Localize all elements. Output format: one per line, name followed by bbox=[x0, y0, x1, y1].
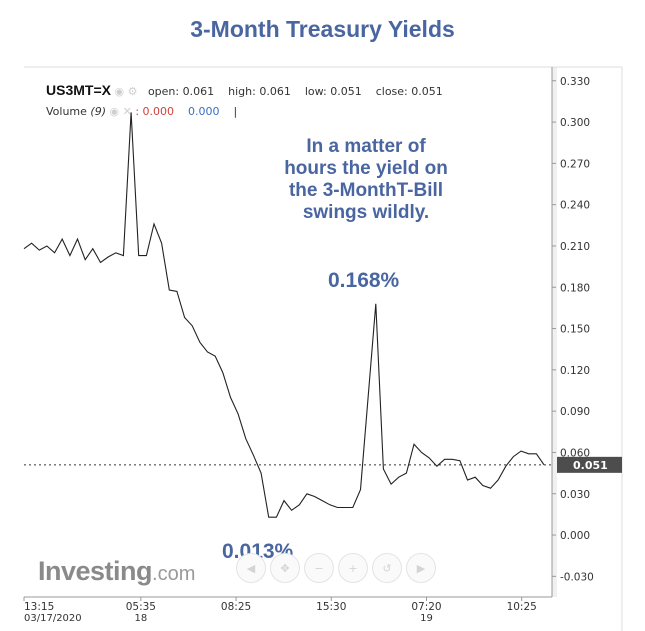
zoom-in-icon[interactable]: + bbox=[338, 553, 368, 583]
y-tick-label: 0.330 bbox=[560, 76, 590, 88]
reset-icon[interactable]: ↺ bbox=[372, 553, 402, 583]
logo-suffix: .com bbox=[152, 563, 196, 585]
cursor-mark: | bbox=[233, 105, 238, 118]
close-value: 0.051 bbox=[411, 85, 443, 98]
y-tick-label: 0.270 bbox=[560, 158, 590, 170]
x-tick-label: 07:20 bbox=[411, 601, 441, 613]
y-tick-label: 0.090 bbox=[560, 406, 590, 418]
y-axis[interactable]: 0.330 0.300 0.270 0.240 0.210 0.180 0.150 0.120… bbox=[552, 76, 594, 584]
y-tick-label: 0.240 bbox=[560, 200, 590, 212]
note-line: In a matter of bbox=[306, 136, 426, 157]
move-icon[interactable]: ✥ bbox=[270, 553, 300, 583]
x-tick-label: 15:30 bbox=[316, 601, 346, 613]
page-title: 3-Month Treasury Yields bbox=[190, 16, 455, 42]
x-tick-label: 08:25 bbox=[221, 601, 251, 613]
high-label: high: bbox=[228, 85, 256, 98]
last-price-label: 0.051 bbox=[573, 459, 608, 472]
y-tick-label: -0.030 bbox=[560, 571, 594, 583]
low-label: low: bbox=[304, 85, 327, 98]
high-value: 0.061 bbox=[259, 85, 291, 98]
eye-icon[interactable]: ◉ bbox=[109, 105, 120, 118]
scroll-left-icon[interactable]: ◀ bbox=[236, 553, 266, 583]
y-tick-label: 0.150 bbox=[560, 324, 590, 336]
close-label: close: bbox=[375, 85, 408, 98]
y-tick-label: 0.180 bbox=[560, 282, 590, 294]
scroll-right-icon[interactable]: ▶ bbox=[406, 553, 436, 583]
x-tick-label: 05:35 bbox=[126, 601, 156, 613]
y-tick-label: 0.030 bbox=[560, 489, 590, 501]
investing-logo: Investing.com bbox=[38, 556, 195, 587]
last-price-box bbox=[557, 456, 622, 473]
volume-label: Volume bbox=[46, 105, 87, 118]
x-tick-sublabel: 03/17/2020 bbox=[24, 613, 82, 624]
note-line: the 3-MonthT-Bill bbox=[288, 180, 444, 201]
price-scale-hatch bbox=[552, 67, 557, 597]
peak-annotation: 0.168% bbox=[328, 269, 400, 292]
x-tick-label: 10:25 bbox=[507, 601, 537, 613]
symbol-label: US3MT=X bbox=[46, 82, 111, 98]
close-icon[interactable]: ✕ bbox=[122, 105, 132, 118]
last-price-tag: 0.051 bbox=[557, 456, 622, 473]
chart-header: US3MT=X ◉ ⚙ open: 0.061 high: 0.061 low:… bbox=[46, 82, 443, 98]
logo-brand: Investing bbox=[38, 556, 153, 586]
low-value: 0.051 bbox=[330, 85, 362, 98]
volume-value-up: 0.000 bbox=[188, 105, 220, 118]
volume-period: (9) bbox=[90, 105, 107, 118]
plot-area bbox=[24, 67, 552, 597]
x-tick-sublabel: 18 bbox=[134, 613, 147, 624]
y-tick-label: 0.000 bbox=[560, 530, 590, 542]
x-tick-sublabel: 19 bbox=[420, 613, 433, 624]
x-tick-label: 13:15 bbox=[24, 601, 54, 613]
volume-value-down: : 0.000 bbox=[135, 105, 175, 118]
note-line: swings wildly. bbox=[302, 202, 430, 223]
annotation-note: In a matter of hours the yield on the 3-… bbox=[250, 136, 482, 224]
y-tick-label: 0.300 bbox=[560, 117, 590, 129]
y-tick-label: 0.120 bbox=[560, 365, 590, 377]
yield-line[interactable] bbox=[23, 112, 545, 518]
volume-header: Volume (9) ◉ ✕ : 0.000 0.000 | bbox=[46, 105, 237, 118]
y-tick-label: 0.210 bbox=[560, 241, 590, 253]
zoom-out-icon[interactable]: − bbox=[304, 553, 334, 583]
eye-icon[interactable]: ◉ bbox=[114, 85, 125, 98]
note-line: hours the yield on bbox=[284, 158, 448, 179]
open-value: 0.061 bbox=[182, 85, 215, 98]
open-label: open: bbox=[147, 85, 180, 98]
y-tick-label: 0.060 bbox=[560, 447, 590, 459]
gear-icon[interactable]: ⚙ bbox=[127, 85, 138, 98]
